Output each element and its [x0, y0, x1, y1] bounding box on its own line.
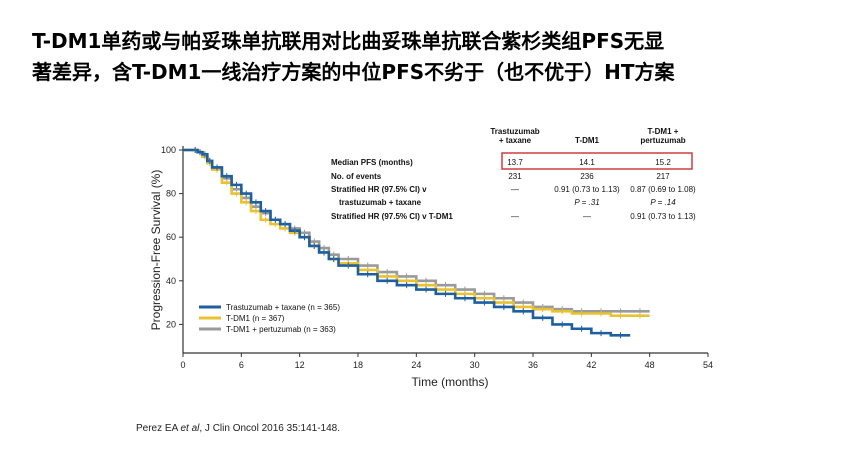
slide-title-line-2: 著差异，含T-DM1一线治疗方案的中位PFS不劣于（也不优于）HT方案 — [32, 60, 675, 84]
table-col-header-1-line-1: Trastuzumab — [490, 127, 539, 136]
x-tick-label: 6 — [239, 360, 244, 370]
axes: 0 6 12 18 24 30 36 42 48 54 20 40 60 80 100 Time (mon… — [149, 145, 713, 389]
table-cell-3-3: 0.87 (0.69 to 1.08) — [630, 185, 696, 194]
table-col-header-3-line-1: T-DM1 + — [648, 127, 679, 136]
x-ticks: 0 6 12 18 24 30 36 42 48 54 — [180, 353, 713, 370]
table-cell-1-2: 14.1 — [579, 158, 595, 167]
table-cell-5-2: — — [583, 212, 591, 221]
x-tick-label: 0 — [180, 360, 185, 370]
x-tick-label: 30 — [470, 360, 480, 370]
legend-label-trastuzumab-taxane: Trastuzumab + taxane (n = 365) — [226, 303, 340, 312]
table-cell-2-3: 217 — [656, 172, 670, 181]
y-tick-label: 20 — [166, 319, 176, 329]
x-tick-label: 24 — [411, 360, 421, 370]
x-tick-label: 36 — [528, 360, 538, 370]
table-col-header-3-line-2: pertuzumab — [640, 136, 685, 145]
table-cell-2-1: 231 — [508, 172, 522, 181]
table-cell-3-1: — — [511, 185, 519, 194]
y-axis-label: Progression-Free Survival (%) — [149, 170, 163, 331]
table-cell-5-3: 0.91 (0.73 to 1.13) — [630, 212, 696, 221]
table-cell-4-2: P = .31 — [574, 198, 599, 207]
legend-label-tdm1-pertuzumab: T-DM1 + pertuzumab (n = 363) — [226, 325, 336, 334]
table-cell-4-3: P = .14 — [650, 198, 676, 207]
slide-title-line-1: T-DM1单药或与帕妥珠单抗联用对比曲妥珠单抗联合紫杉类组PFS无显 — [32, 29, 665, 53]
x-tick-label: 48 — [645, 360, 655, 370]
citation-rest: , J Clin Oncol 2016 35:141-148. — [199, 423, 341, 434]
table-row-label-5: Stratified HR (97.5% CI) v T-DM1 — [331, 212, 453, 221]
results-table: Trastuzumab + taxane T-DM1 T-DM1 + pertu… — [331, 127, 696, 221]
x-tick-label: 42 — [586, 360, 596, 370]
x-tick-label: 12 — [295, 360, 305, 370]
table-col-header-1-line-2: + taxane — [499, 136, 532, 145]
table-row-label-3: Stratified HR (97.5% CI) v — [331, 185, 427, 194]
slide-title: T-DM1单药或与帕妥珠单抗联用对比曲妥珠单抗联合紫杉类组PFS无显 著差异，含… — [32, 26, 832, 88]
censor-marks — [194, 147, 641, 339]
y-tick-label: 100 — [161, 145, 176, 155]
table-cell-5-1: — — [511, 212, 519, 221]
x-axis-label: Time (months) — [412, 375, 489, 389]
table-row-label-4: trastuzumab + taxane — [339, 198, 422, 207]
table-row-label-1: Median PFS (months) — [331, 158, 413, 167]
table-col-header-2: T-DM1 — [575, 136, 600, 145]
citation-author: Perez EA — [136, 423, 181, 434]
x-tick-label: 54 — [703, 360, 713, 370]
table-cell-1-3: 15.2 — [655, 158, 671, 167]
series-line-trastuzumab-taxane — [183, 148, 631, 337]
x-tick-label: 18 — [353, 360, 363, 370]
y-tick-label: 40 — [166, 276, 176, 286]
citation-etal: et al — [180, 423, 200, 434]
y-ticks: 20 40 60 80 100 — [161, 145, 183, 329]
table-row-label-2: No. of events — [331, 172, 382, 181]
y-tick-label: 60 — [166, 232, 176, 242]
y-tick-label: 80 — [166, 189, 176, 199]
legend-label-tdm1: T-DM1 (n = 367) — [226, 314, 285, 323]
citation: Perez EA et al, J Clin Oncol 2016 35:141… — [136, 423, 340, 434]
median-pfs-highlight-box — [501, 152, 693, 170]
table-cell-1-1: 13.7 — [507, 158, 523, 167]
legend: Trastuzumab + taxane (n = 365) T-DM1 (n … — [199, 303, 340, 334]
table-cell-2-2: 236 — [580, 172, 594, 181]
table-cell-3-2: 0.91 (0.73 to 1.13) — [554, 185, 620, 194]
